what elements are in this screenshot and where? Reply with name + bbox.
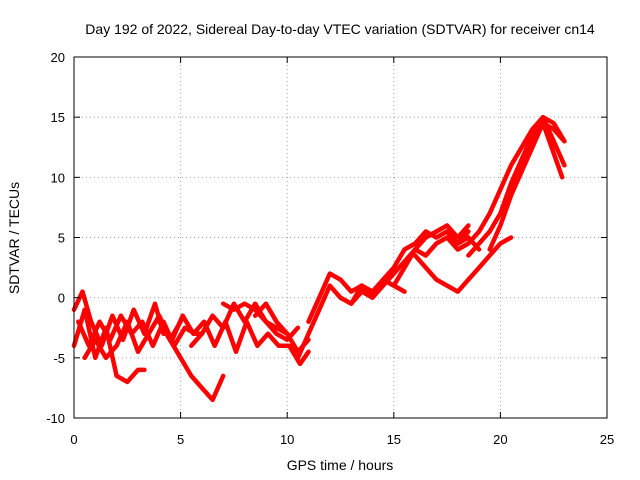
y-tick-label: -5 (53, 351, 65, 366)
y-tick-label: 10 (51, 170, 65, 185)
data-series (71, 114, 567, 403)
x-tick-label: 5 (177, 432, 184, 447)
grid-lines (74, 57, 607, 418)
x-tick-label: 15 (387, 432, 401, 447)
y-tick-label: 0 (58, 291, 65, 306)
x-axis-label: GPS time / hours (287, 457, 394, 473)
series-pass-13 (391, 223, 471, 288)
series-pass-18 (498, 114, 567, 216)
series-pass-15 (444, 114, 567, 252)
y-tick-label: 5 (58, 231, 65, 246)
y-tick-label: 20 (51, 50, 65, 65)
x-tick-label: 0 (70, 432, 77, 447)
x-tick-label: 10 (280, 432, 294, 447)
series-pass-11 (306, 229, 482, 324)
x-tick-label: 25 (600, 432, 614, 447)
series-pass-3 (76, 313, 205, 349)
series-pass-6 (169, 313, 311, 367)
y-tick-label: -10 (46, 411, 65, 426)
series-pass-8 (220, 301, 290, 337)
chart-title: Day 192 of 2022, Sidereal Day-to-day VTE… (85, 21, 595, 37)
series-pass-16 (466, 120, 567, 258)
y-axis-label: SDTVAR / TECUs (6, 182, 22, 294)
series-pass-17 (487, 120, 565, 252)
series-pass-7 (189, 301, 301, 349)
y-tick-label: 15 (51, 110, 65, 125)
x-tick-label: 20 (493, 432, 507, 447)
axis-ticks: 0 5 10 15 20 25 -10 -5 0 5 10 15 20 (46, 50, 614, 447)
series-pass-14 (412, 235, 514, 294)
plot-frame (73, 56, 608, 419)
